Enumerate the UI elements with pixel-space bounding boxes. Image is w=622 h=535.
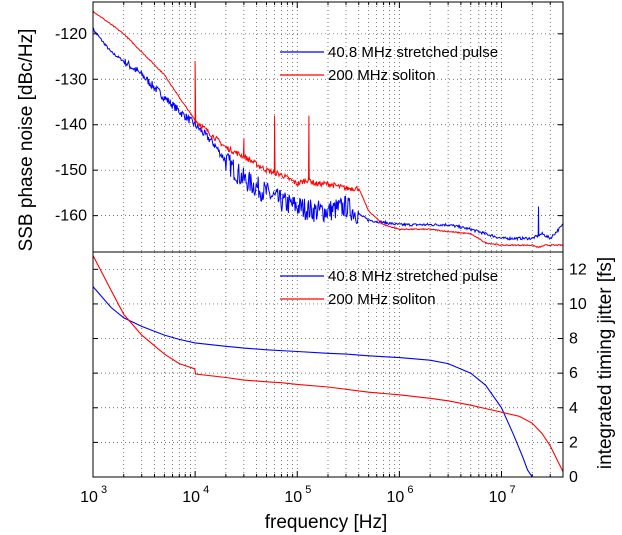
x-tick-label-exponent: 6: [407, 484, 413, 496]
legend-label-blue-top: 40.8 MHz stretched pulse: [328, 44, 498, 61]
legend-label-red-top: 200 MHz soliton: [328, 67, 436, 84]
top-y-tick-label: -140: [55, 117, 87, 134]
bottom-y-tick-label: 12: [569, 261, 587, 278]
x-tick-label-exponent: 7: [510, 484, 516, 496]
bottom-y-tick-label: 10: [569, 296, 587, 313]
x-tick-label: 10: [489, 489, 507, 506]
top-panel-lines: [92, 10, 564, 249]
top-series-stretched-pulse-line: [92, 27, 564, 242]
bottom-panel-lines: [92, 255, 564, 478]
bottom-y-tick-label: 6: [569, 365, 578, 382]
top-series-soliton-line: [92, 10, 564, 249]
y-axis-label-top: SSB phase noise [dBc/Hz]: [16, 29, 37, 252]
y-axis-label-bottom: integrated timing jitter [fs]: [595, 257, 616, 469]
x-tick-label-exponent: 3: [101, 484, 107, 496]
bottom-y-tick-label: 4: [569, 400, 578, 417]
bottom-series-soliton-line: [92, 255, 564, 473]
x-tick-label: 10: [284, 489, 302, 506]
x-tick-label: 10: [182, 489, 200, 506]
x-tick-label: 10: [80, 489, 98, 506]
x-axis-label: frequency [Hz]: [265, 512, 388, 533]
bottom-y-tick-label: 2: [569, 434, 578, 451]
top-y-tick-label: -120: [55, 26, 87, 43]
top-y-tick-label: -130: [55, 71, 87, 88]
legend-top: 40.8 MHz stretched pulse 200 MHz soliton: [280, 44, 498, 84]
legend-label-blue-bottom: 40.8 MHz stretched pulse: [328, 268, 498, 285]
bottom-y-tick-label: 8: [569, 331, 578, 348]
bottom-y-tick-label: 0: [569, 469, 578, 486]
bottom-panel-grid: [93, 252, 563, 478]
x-tick-label-exponent: 5: [305, 484, 311, 496]
legend-label-red-bottom: 200 MHz soliton: [328, 291, 436, 308]
legend-bottom: 40.8 MHz stretched pulse 200 MHz soliton: [280, 268, 498, 308]
top-y-tick-label: -150: [55, 162, 87, 179]
top-y-tick-label: -160: [55, 208, 87, 225]
x-tick-label: 10: [386, 489, 404, 506]
x-tick-label-exponent: 4: [203, 484, 209, 496]
